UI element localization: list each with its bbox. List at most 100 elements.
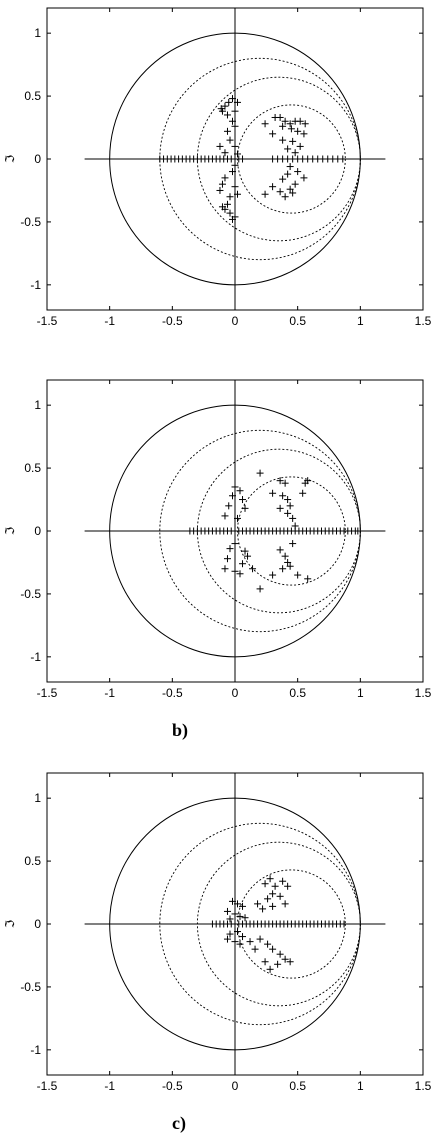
pole-marker [234, 928, 242, 936]
real-pole-marker [339, 155, 347, 163]
y-axis-label: ℑ [3, 155, 17, 163]
x-tick-label: -1.5 [37, 314, 58, 328]
pole-marker [234, 190, 242, 198]
pole-marker [269, 489, 277, 497]
pole-marker [228, 95, 236, 103]
pole-marker [234, 514, 242, 522]
pole-marker [226, 545, 234, 553]
pole-marker [281, 479, 289, 487]
real-pole-marker [239, 155, 247, 163]
pole-marker [261, 880, 269, 888]
pole-marker [246, 938, 254, 946]
pole-marker [301, 479, 309, 487]
pole-marker [239, 560, 247, 568]
x-tick-label: 0 [232, 314, 239, 328]
y-axis-label: ℑ [3, 527, 17, 535]
pole-marker [244, 552, 252, 560]
pole-marker [279, 565, 287, 573]
pole-marker [269, 945, 277, 953]
pole-marker [221, 102, 229, 110]
pole-marker [225, 502, 233, 510]
pole-marker [221, 205, 229, 213]
pole-marker [226, 915, 234, 923]
pole-marker [218, 180, 226, 188]
pole-marker [216, 186, 224, 194]
pole-marker [281, 552, 289, 560]
pole-marker [223, 200, 231, 208]
pole-marker [289, 137, 297, 145]
pole-marker [216, 142, 224, 150]
pole-marker [274, 960, 282, 968]
pole-marker [287, 125, 295, 133]
pole-marker [284, 170, 292, 178]
pole-marker [256, 585, 264, 593]
chart-panel-a: -1.5 -1 -0.5 0 0.5 1 1.5 -1 -0.5 0 0.5 1 ℑ [0, 0, 432, 340]
pole-marker [264, 940, 272, 948]
pole-marker [264, 895, 272, 903]
pole-marker [221, 565, 229, 573]
pole-marker [226, 136, 234, 144]
pole-marker [289, 189, 297, 197]
pole-marker [228, 117, 236, 125]
chart-c: -1.5 -1 -0.5 0 0.5 1 1.5 -1 -0.5 0 0.5 1 ℑ [3, 772, 432, 1093]
pole-marker [296, 117, 304, 125]
x-tick-label: -1 [104, 1079, 115, 1093]
pole-marker [284, 558, 292, 566]
pole-marker [289, 514, 297, 522]
pole-marker [223, 935, 231, 943]
x-tick-label: -0.5 [162, 314, 183, 328]
chart-b: -1.5 -1 -0.5 0 0.5 1 1.5 -1 -0.5 0 0.5 1 ℑ [3, 379, 432, 700]
pole-marker [281, 900, 289, 908]
x-tick-label: 0 [232, 686, 239, 700]
x-tick-label: -1.5 [37, 1079, 58, 1093]
pole-marker [231, 183, 239, 191]
pole-marker [291, 180, 299, 188]
pole-marker [223, 127, 231, 135]
y-tick-label: 0 [34, 524, 41, 538]
pole-marker [231, 107, 239, 115]
pole-marker [234, 150, 242, 158]
caption-c: c) [172, 1113, 186, 1133]
pole-marker [254, 900, 262, 908]
x-tick-label: -0.5 [162, 686, 183, 700]
pole-marker [221, 512, 229, 520]
pole-marker [231, 483, 239, 491]
y-tick-label: 0.5 [24, 854, 41, 868]
y-axis-label: ℑ [3, 920, 17, 928]
pole-marker [236, 912, 244, 920]
pole-marker [228, 168, 236, 176]
x-tick-label: 1.5 [415, 686, 432, 700]
pole-marker [289, 540, 297, 548]
pole-marker [239, 933, 247, 941]
pole-marker [234, 98, 242, 106]
pole-marker [266, 965, 274, 973]
pole-marker [241, 914, 249, 922]
pole-marker [256, 935, 264, 943]
pole-marker [294, 127, 302, 135]
pole-marker [231, 161, 239, 169]
pole-marker [269, 130, 277, 138]
x-tick-label: -0.5 [162, 1079, 183, 1093]
pole-marker [269, 902, 277, 910]
y-tick-label: 1 [34, 398, 41, 412]
caption-b: b) [172, 720, 189, 740]
x-tick-label: 1 [357, 686, 364, 700]
pole-marker [249, 565, 257, 573]
pole-marker [234, 900, 242, 908]
x-tick-label: -1 [104, 314, 115, 328]
y-tick-label: 0.5 [24, 89, 41, 103]
pole-marker [231, 567, 239, 575]
pole-marker [236, 487, 244, 495]
pole-marker [223, 907, 231, 915]
pole-marker [226, 193, 234, 201]
x-tick-label: 0.5 [289, 314, 306, 328]
pole-marker [299, 489, 307, 497]
pole-marker [286, 163, 294, 171]
pole-marker [276, 546, 284, 554]
pole-marker [225, 98, 233, 106]
pole-marker [223, 111, 231, 119]
real-pole-marker [340, 920, 348, 928]
pole-marker [226, 930, 234, 938]
pole-marker [231, 142, 239, 150]
x-tick-label: 1.5 [415, 1079, 432, 1093]
